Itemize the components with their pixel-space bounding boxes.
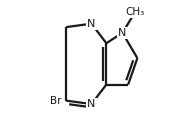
Text: N: N [87,99,96,109]
Text: N: N [87,19,96,29]
Text: Br: Br [50,96,62,106]
Text: N: N [118,28,127,38]
Text: CH₃: CH₃ [125,7,145,17]
